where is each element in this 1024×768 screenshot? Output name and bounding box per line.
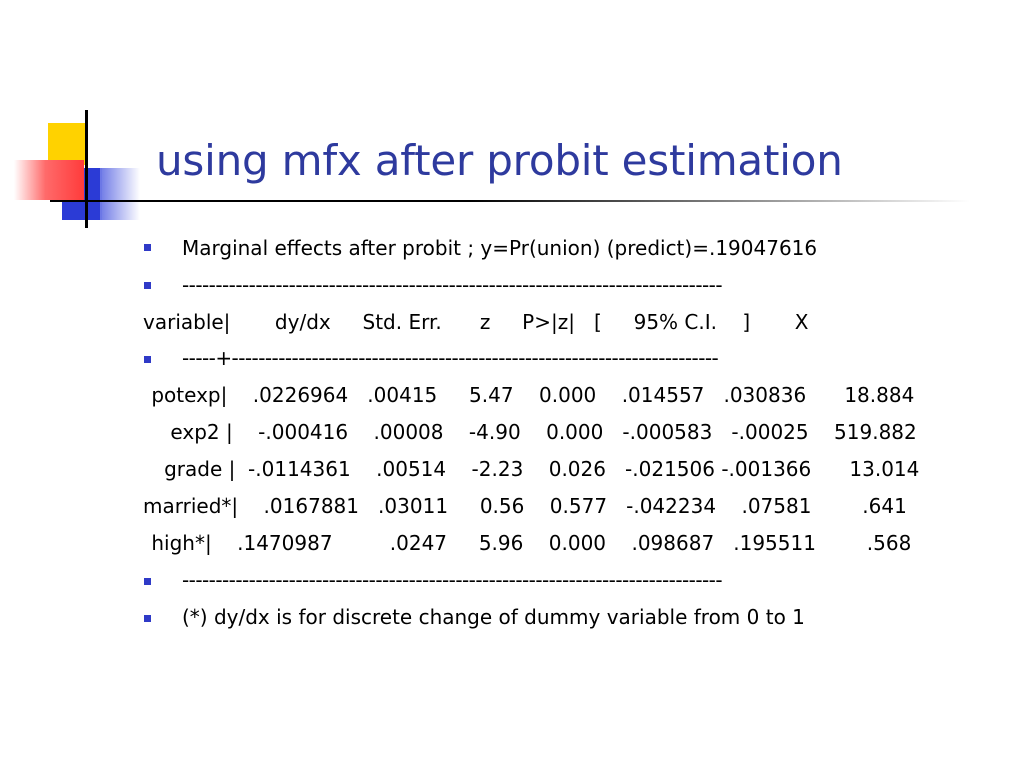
table-row: married*| .0167881 .03011 0.56 0.577 -.0… bbox=[143, 494, 907, 518]
separator-line: ----------------------------------------… bbox=[182, 568, 723, 592]
title-underline-fade bbox=[470, 200, 970, 202]
separator-line: ----------------------------------------… bbox=[182, 273, 723, 297]
vertical-rule-decoration bbox=[85, 110, 88, 228]
table-row: exp2 | -.000416 .00008 -4.90 0.000 -.000… bbox=[145, 420, 917, 444]
bullet-icon bbox=[144, 244, 151, 251]
table-header: variable| dy/dx Std. Err. z P>|z| [ 95% … bbox=[143, 310, 809, 334]
footnote-line: (*) dy/dx is for discrete change of dumm… bbox=[182, 605, 805, 629]
decorative-logo bbox=[0, 0, 140, 230]
bullet-icon bbox=[144, 356, 151, 363]
intro-line: Marginal effects after probit ; y=Pr(uni… bbox=[182, 236, 818, 260]
bullet-icon bbox=[144, 578, 151, 585]
table-row: potexp| .0226964 .00415 5.47 0.000 .0145… bbox=[145, 383, 915, 407]
yellow-square-decoration bbox=[48, 123, 86, 165]
title-underline bbox=[50, 200, 470, 202]
table-row: high*| .1470987 .0247 5.96 0.000 .098687… bbox=[145, 531, 912, 555]
bullet-icon bbox=[144, 282, 151, 289]
blue-fade-decoration bbox=[100, 168, 140, 220]
table-row: grade | -.0114361 .00514 -2.23 0.026 -.0… bbox=[145, 457, 920, 481]
bullet-icon bbox=[144, 615, 151, 622]
separator-line: -----+----------------------------------… bbox=[182, 346, 719, 370]
red-square-decoration bbox=[14, 160, 84, 200]
slide-title: using mfx after probit estimation bbox=[156, 136, 843, 185]
